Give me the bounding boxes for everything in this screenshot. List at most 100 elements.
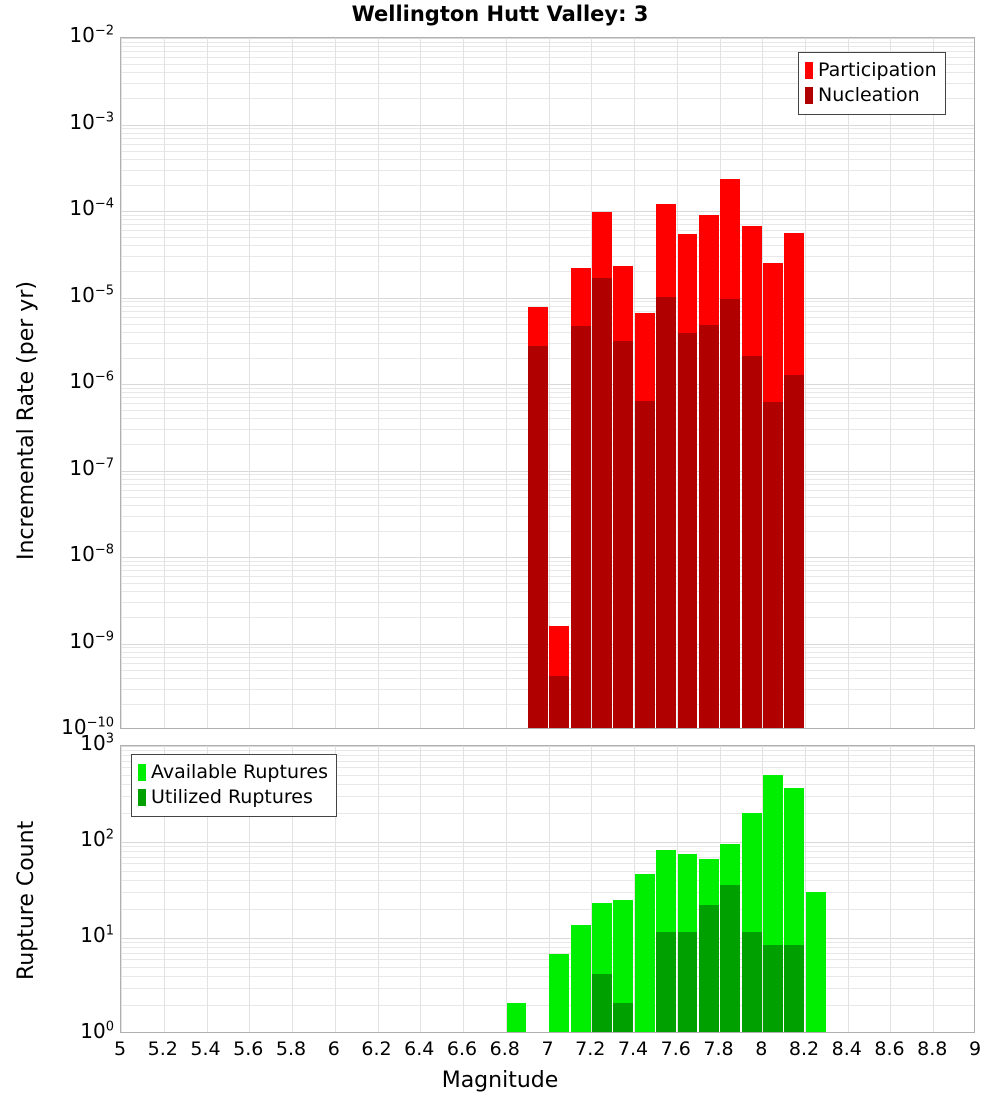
bar-utilized-ruptures bbox=[613, 1003, 634, 1032]
gridline-vertical bbox=[335, 746, 336, 1032]
gridline-horizontal bbox=[121, 306, 974, 307]
x-tick-label: 7.8 bbox=[703, 1038, 734, 1060]
gridline-horizontal bbox=[121, 947, 974, 948]
bar-nucleation bbox=[763, 402, 783, 728]
x-tick-label: 8.2 bbox=[788, 1038, 820, 1060]
y-tick-label: 10−7 bbox=[69, 455, 114, 480]
gridline-horizontal bbox=[121, 298, 974, 299]
gridline-vertical bbox=[805, 38, 806, 728]
x-tick-label: 5.2 bbox=[147, 1038, 178, 1060]
gridline-vertical bbox=[506, 38, 507, 728]
gridline-vertical bbox=[207, 746, 208, 1032]
legend-entry: Nucleation bbox=[805, 83, 937, 108]
gridline-vertical bbox=[121, 746, 122, 1032]
gridline-horizontal bbox=[121, 215, 974, 216]
legend-swatch-icon bbox=[805, 62, 813, 79]
bar-available-ruptures bbox=[805, 891, 826, 1032]
page-title: Wellington Hutt Valley: 3 bbox=[351, 2, 649, 26]
x-tick-label: 7.4 bbox=[617, 1038, 649, 1060]
gridline-horizontal bbox=[121, 871, 974, 872]
top-y-axis-title: Incremental Rate (per yr) bbox=[14, 281, 39, 560]
gridline-horizontal bbox=[121, 892, 974, 893]
legend-entry: Utilized Ruptures bbox=[138, 785, 328, 810]
gridline-horizontal bbox=[121, 98, 974, 99]
x-tick-label: 5.8 bbox=[275, 1038, 307, 1060]
gridline-vertical bbox=[805, 746, 806, 1032]
x-axis-title: Magnitude bbox=[441, 1068, 559, 1093]
x-tick-label: 6.8 bbox=[489, 1038, 520, 1060]
gridline-vertical bbox=[335, 38, 336, 728]
gridline-horizontal bbox=[121, 125, 974, 126]
bar-nucleation bbox=[634, 401, 655, 728]
gridline-horizontal bbox=[121, 42, 974, 43]
bar-nucleation bbox=[720, 299, 741, 728]
x-tick-label: 7 bbox=[541, 1038, 554, 1060]
gridline-horizontal bbox=[121, 83, 974, 84]
x-tick-label: 5 bbox=[113, 1038, 127, 1060]
gridline-vertical bbox=[207, 38, 208, 728]
bar-nucleation bbox=[784, 375, 805, 728]
gridline-horizontal bbox=[121, 863, 974, 864]
gridline-horizontal bbox=[121, 51, 974, 52]
x-tick-label: 5.4 bbox=[190, 1038, 221, 1060]
legend-entry: Participation bbox=[805, 58, 937, 83]
bar-nucleation bbox=[656, 297, 676, 728]
y-tick-label: 101 bbox=[80, 923, 114, 947]
gridline-horizontal bbox=[121, 796, 974, 797]
bar-available-ruptures bbox=[570, 925, 591, 1032]
rupture-count-plot-area bbox=[120, 745, 975, 1033]
x-tick-label: 6.2 bbox=[361, 1038, 392, 1060]
y-tick-label: 10−4 bbox=[69, 196, 114, 220]
gridline-vertical bbox=[933, 746, 934, 1032]
gridline-horizontal bbox=[121, 967, 974, 968]
gridline-horizontal bbox=[121, 57, 974, 58]
gridline-horizontal bbox=[121, 237, 974, 238]
bar-utilized-ruptures bbox=[656, 932, 676, 1032]
gridline-horizontal bbox=[121, 755, 974, 756]
gridline-vertical bbox=[420, 746, 421, 1032]
gridline-vertical bbox=[848, 38, 849, 728]
y-tick-label: 10−9 bbox=[69, 628, 114, 653]
gridline-horizontal bbox=[121, 224, 974, 225]
gridline-horizontal bbox=[121, 138, 974, 139]
gridline-horizontal bbox=[121, 133, 974, 134]
gridline-horizontal bbox=[121, 72, 974, 73]
gridline-vertical bbox=[378, 38, 379, 728]
gridline-horizontal bbox=[121, 219, 974, 220]
bottom-legend: Available Ruptures Utilized Ruptures bbox=[131, 754, 337, 817]
gridline-horizontal bbox=[121, 784, 974, 785]
gridline-vertical bbox=[591, 38, 592, 728]
bar-available-ruptures bbox=[634, 874, 655, 1032]
gridline-horizontal bbox=[121, 151, 974, 152]
gridline-horizontal bbox=[121, 942, 974, 943]
y-tick-label: 10−5 bbox=[69, 282, 114, 307]
gridline-vertical bbox=[249, 746, 250, 1032]
gridline-vertical bbox=[549, 746, 550, 1032]
y-tick-label: 10−6 bbox=[69, 369, 114, 393]
gridline-horizontal bbox=[121, 1005, 974, 1006]
gridline-horizontal bbox=[121, 976, 974, 977]
gridline-vertical bbox=[121, 38, 122, 728]
gridline-horizontal bbox=[121, 271, 974, 272]
gridline-vertical bbox=[164, 746, 165, 1032]
y-tick-label: 10−8 bbox=[69, 542, 114, 566]
gridline-vertical bbox=[762, 746, 763, 1032]
bar-nucleation bbox=[592, 277, 612, 728]
x-tick-label: 8.6 bbox=[874, 1038, 905, 1060]
bar-utilized-ruptures bbox=[763, 945, 783, 1032]
gridline-horizontal bbox=[121, 211, 974, 212]
bar-nucleation bbox=[549, 675, 570, 728]
bar-available-ruptures bbox=[549, 953, 570, 1032]
x-tick-label: 6 bbox=[327, 1038, 340, 1060]
gridline-vertical bbox=[463, 746, 464, 1032]
gridline-horizontal bbox=[121, 230, 974, 231]
y-tick-label: 103 bbox=[80, 731, 114, 755]
gridline-horizontal bbox=[121, 185, 974, 186]
x-tick-label: 8.8 bbox=[917, 1038, 948, 1060]
bar-nucleation bbox=[741, 355, 762, 728]
legend-swatch-icon bbox=[805, 87, 813, 104]
gridline-horizontal bbox=[121, 938, 974, 939]
gridline-horizontal bbox=[121, 159, 974, 160]
gridline-vertical bbox=[848, 746, 849, 1032]
